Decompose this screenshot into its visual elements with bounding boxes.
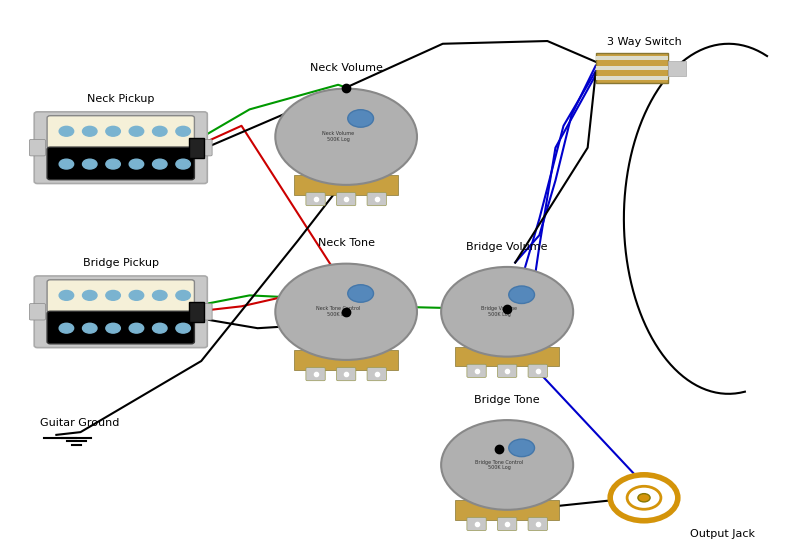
FancyBboxPatch shape <box>367 368 386 381</box>
Circle shape <box>441 267 573 357</box>
FancyBboxPatch shape <box>497 517 517 531</box>
Text: Neck Tone Control
500K Log: Neck Tone Control 500K Log <box>316 306 361 317</box>
Circle shape <box>175 290 190 300</box>
Text: Bridge Tone: Bridge Tone <box>474 395 540 405</box>
FancyBboxPatch shape <box>29 304 45 320</box>
FancyBboxPatch shape <box>596 53 668 83</box>
Circle shape <box>175 126 190 136</box>
FancyBboxPatch shape <box>34 112 208 184</box>
FancyBboxPatch shape <box>455 347 559 366</box>
FancyBboxPatch shape <box>467 364 486 377</box>
Text: Neck Tone: Neck Tone <box>318 238 374 248</box>
Circle shape <box>106 290 121 300</box>
Circle shape <box>175 159 190 169</box>
Circle shape <box>638 493 650 502</box>
Circle shape <box>129 323 143 333</box>
Circle shape <box>60 126 74 136</box>
Text: Bridge Tone Control
500K Log: Bridge Tone Control 500K Log <box>475 459 523 470</box>
Circle shape <box>60 323 74 333</box>
Circle shape <box>153 159 167 169</box>
FancyBboxPatch shape <box>596 56 668 60</box>
FancyBboxPatch shape <box>668 61 686 76</box>
FancyBboxPatch shape <box>467 517 486 531</box>
FancyBboxPatch shape <box>47 311 195 344</box>
Circle shape <box>129 159 143 169</box>
Text: Bridge Pickup: Bridge Pickup <box>83 258 159 269</box>
FancyBboxPatch shape <box>196 139 213 156</box>
Circle shape <box>348 110 374 127</box>
FancyBboxPatch shape <box>455 500 559 520</box>
Text: 3 Way Switch: 3 Way Switch <box>607 37 681 47</box>
Circle shape <box>106 323 121 333</box>
Circle shape <box>175 323 190 333</box>
Text: Output Jack: Output Jack <box>690 529 755 539</box>
FancyBboxPatch shape <box>367 193 386 206</box>
FancyBboxPatch shape <box>196 304 213 320</box>
FancyBboxPatch shape <box>336 368 356 381</box>
FancyBboxPatch shape <box>189 138 204 158</box>
Circle shape <box>275 264 417 360</box>
Circle shape <box>82 290 97 300</box>
FancyBboxPatch shape <box>596 66 668 70</box>
Text: Guitar Ground: Guitar Ground <box>40 418 120 428</box>
Circle shape <box>60 290 74 300</box>
Circle shape <box>153 290 167 300</box>
Text: Neck Pickup: Neck Pickup <box>87 94 155 104</box>
Circle shape <box>82 159 97 169</box>
Circle shape <box>441 420 573 510</box>
FancyBboxPatch shape <box>336 193 356 206</box>
FancyBboxPatch shape <box>294 350 398 370</box>
Circle shape <box>129 290 143 300</box>
FancyBboxPatch shape <box>47 147 195 179</box>
FancyBboxPatch shape <box>34 276 208 348</box>
Circle shape <box>82 323 97 333</box>
FancyBboxPatch shape <box>528 364 547 377</box>
Circle shape <box>129 126 143 136</box>
FancyBboxPatch shape <box>528 517 547 531</box>
Text: Bridge Volume: Bridge Volume <box>466 242 548 252</box>
Circle shape <box>509 439 535 457</box>
Circle shape <box>60 159 74 169</box>
Circle shape <box>106 126 121 136</box>
FancyBboxPatch shape <box>497 364 517 377</box>
Circle shape <box>509 286 535 304</box>
Circle shape <box>348 285 374 302</box>
Text: Neck Volume: Neck Volume <box>310 63 382 73</box>
Circle shape <box>610 475 678 521</box>
FancyBboxPatch shape <box>189 302 204 322</box>
FancyBboxPatch shape <box>47 116 195 148</box>
FancyBboxPatch shape <box>294 175 398 195</box>
FancyBboxPatch shape <box>29 139 45 156</box>
Circle shape <box>106 159 121 169</box>
FancyBboxPatch shape <box>306 193 325 206</box>
Circle shape <box>275 89 417 185</box>
Circle shape <box>153 126 167 136</box>
Text: Bridge Volume
500K Log: Bridge Volume 500K Log <box>481 306 517 317</box>
FancyBboxPatch shape <box>47 280 195 312</box>
Circle shape <box>82 126 97 136</box>
Circle shape <box>153 323 167 333</box>
Circle shape <box>627 486 661 509</box>
Text: Neck Volume
500K Log: Neck Volume 500K Log <box>322 131 354 142</box>
FancyBboxPatch shape <box>306 368 325 381</box>
FancyBboxPatch shape <box>596 76 668 80</box>
